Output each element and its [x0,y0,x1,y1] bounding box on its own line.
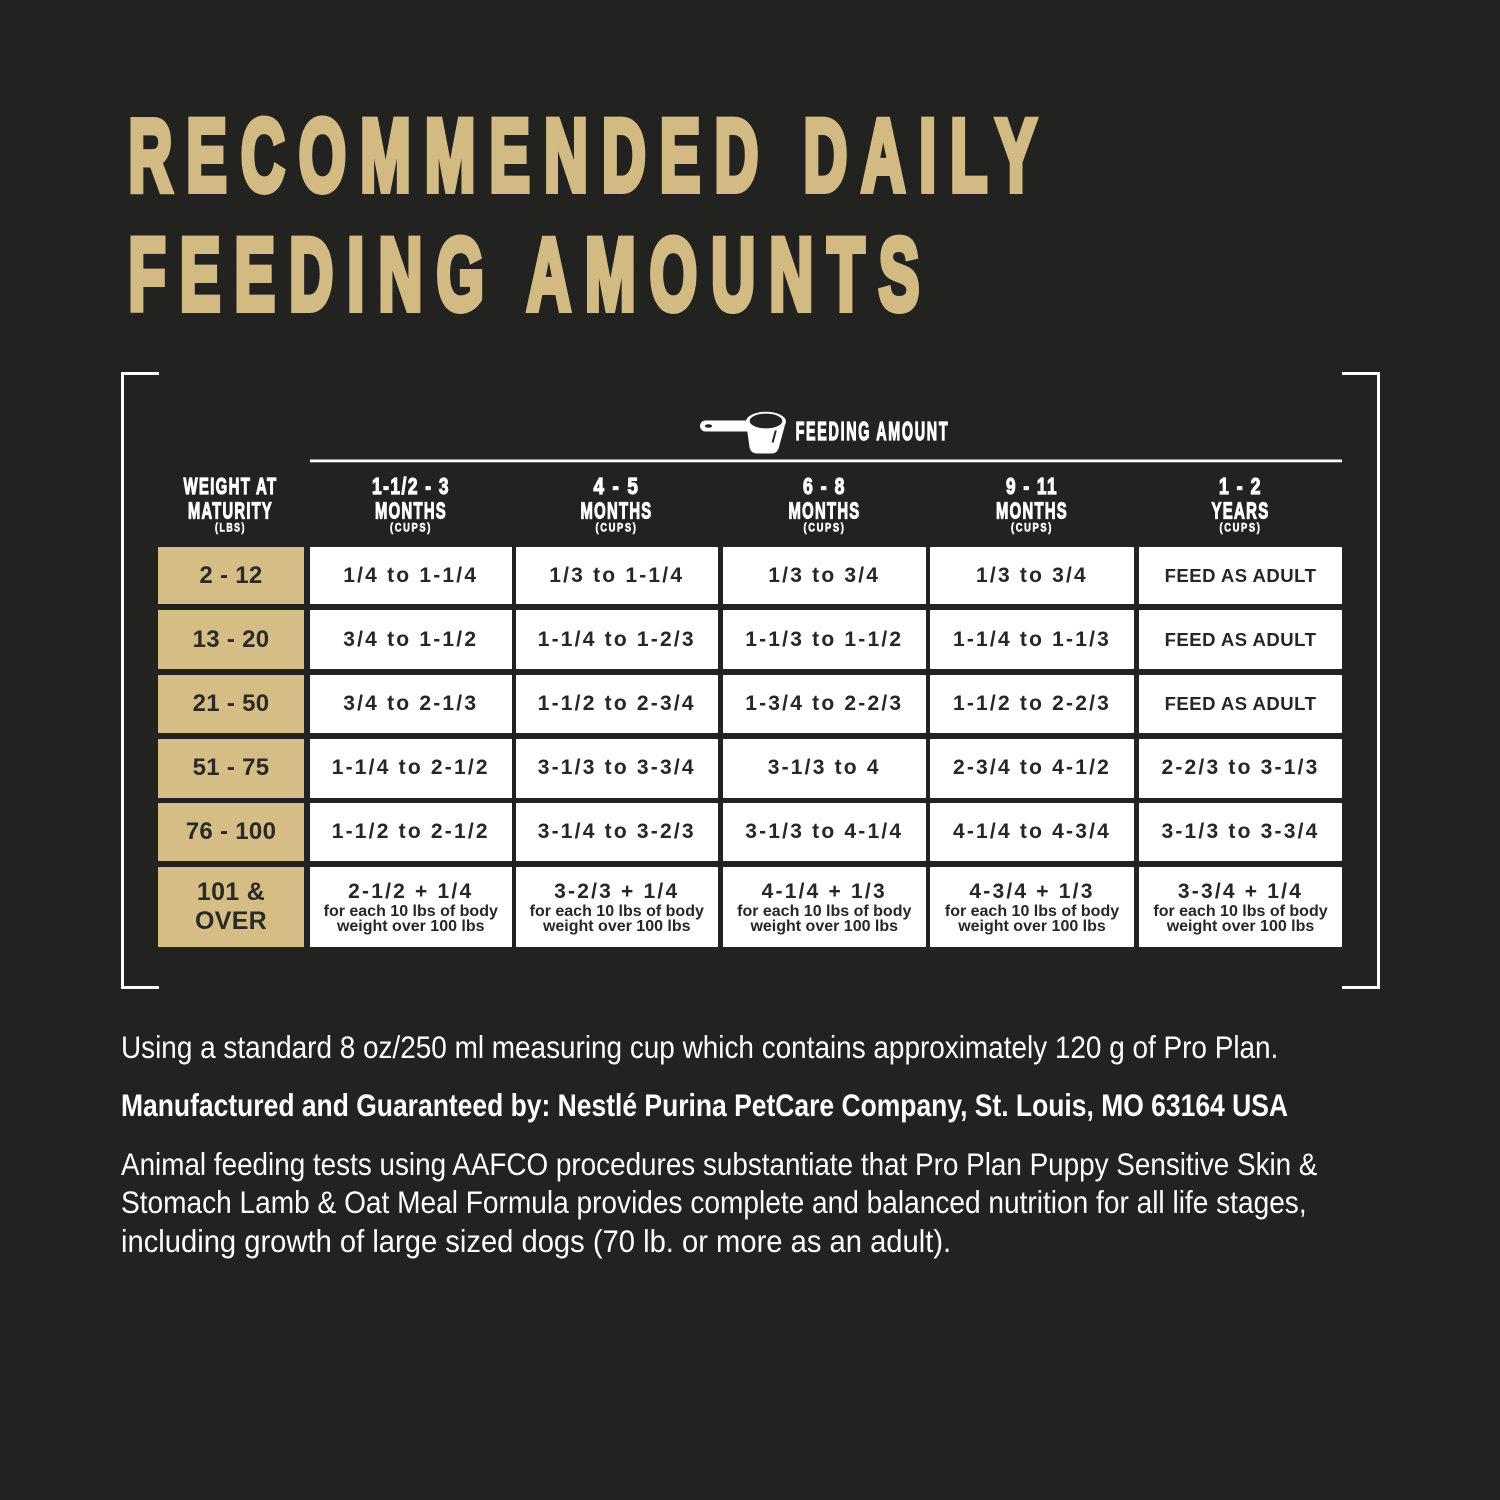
svg-text:MONTHS: MONTHS [789,498,861,524]
svg-text:6 - 8: 6 - 8 [803,473,846,499]
svg-text:MONTHS: MONTHS [996,498,1068,524]
svg-text:9 - 11: 9 - 11 [1006,473,1058,499]
svg-text:(CUPS): (CUPS) [1220,523,1262,535]
svg-text:(CUPS): (CUPS) [1011,523,1053,535]
svg-text:(CUPS): (CUPS) [390,523,432,535]
svg-text:(CUPS): (CUPS) [804,523,846,535]
svg-text:MONTHS: MONTHS [375,498,447,524]
svg-text:FEEDING AMOUNTS: FEEDING AMOUNTS [129,217,934,332]
svg-text:1-1/2 - 3: 1-1/2 - 3 [372,473,450,499]
svg-text:YEARS: YEARS [1212,498,1270,524]
svg-text:(LBS): (LBS) [215,523,246,535]
svg-text:MONTHS: MONTHS [581,498,653,524]
svg-text:(CUPS): (CUPS) [596,523,638,535]
svg-text:RECOMMENDED DAILY: RECOMMENDED DAILY [129,98,1051,213]
svg-text:4 - 5: 4 - 5 [594,473,640,499]
svg-text:FEEDING AMOUNT: FEEDING AMOUNT [796,418,950,446]
svg-text:MATURITY: MATURITY [188,498,273,524]
svg-text:WEIGHT AT: WEIGHT AT [184,473,278,499]
svg-text:1 - 2: 1 - 2 [1219,473,1262,499]
